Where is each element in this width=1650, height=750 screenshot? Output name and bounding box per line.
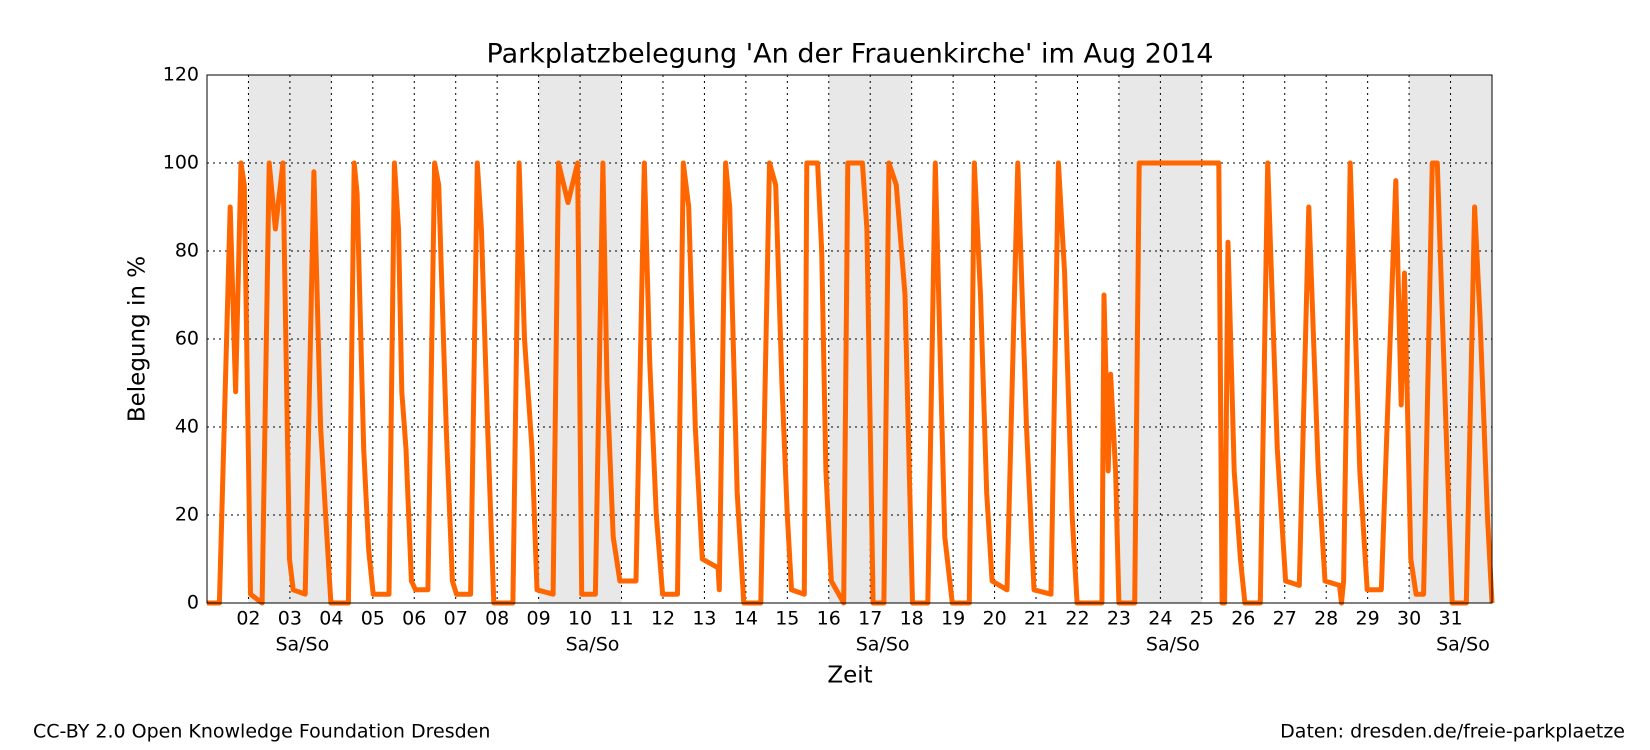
- x-tick-label: 29: [1356, 608, 1380, 630]
- x-tick-label: 13: [692, 608, 716, 630]
- x-tick-label: 24: [1148, 608, 1172, 630]
- weekend-label: Sa/So: [1146, 634, 1200, 656]
- y-tick-label: 80: [175, 240, 199, 262]
- x-tick-label: 08: [485, 608, 509, 630]
- x-tick-label: 19: [941, 608, 965, 630]
- x-tick-label: 04: [319, 608, 343, 630]
- y-tick-label: 0: [187, 592, 199, 614]
- x-tick-label: 16: [817, 608, 841, 630]
- x-tick-label: 31: [1438, 608, 1462, 630]
- x-tick-label: 30: [1397, 608, 1421, 630]
- x-tick-label: 11: [609, 608, 633, 630]
- y-tick-label: 40: [175, 416, 199, 438]
- x-tick-label: 23: [1107, 608, 1131, 630]
- x-tick-label: 20: [982, 608, 1006, 630]
- y-tick-label: 60: [175, 328, 199, 350]
- x-tick-label: 28: [1314, 608, 1338, 630]
- x-tick-label: 21: [1024, 608, 1048, 630]
- x-tick-label: 27: [1273, 608, 1297, 630]
- x-tick-label: 06: [402, 608, 426, 630]
- x-tick-label: 05: [361, 608, 385, 630]
- footer-right: Daten: dresden.de/freie-parkplaetze: [1280, 721, 1625, 743]
- x-tick-label: 22: [1065, 608, 1089, 630]
- x-tick-label: 07: [444, 608, 468, 630]
- x-tick-label: 18: [900, 608, 924, 630]
- x-tick-label: 03: [278, 608, 302, 630]
- weekend-label: Sa/So: [275, 634, 329, 656]
- weekend-label: Sa/So: [1436, 634, 1490, 656]
- data-line: [207, 160, 1495, 606]
- x-tick-label: 26: [1231, 608, 1255, 630]
- weekend-label: Sa/So: [856, 634, 910, 656]
- plot-frame: [206, 74, 1493, 604]
- x-tick-label: 25: [1190, 608, 1214, 630]
- x-tick-label: 10: [568, 608, 592, 630]
- y-axis-label: Belegung in %: [125, 256, 151, 422]
- x-axis-label: Zeit: [827, 663, 872, 689]
- x-tick-label: 14: [734, 608, 758, 630]
- footer-left: CC-BY 2.0 Open Knowledge Foundation Dres…: [33, 721, 490, 743]
- y-tick-label: 120: [163, 64, 199, 86]
- weekend-label: Sa/So: [566, 634, 620, 656]
- x-tick-label: 12: [651, 608, 675, 630]
- chart-title: Parkplatzbelegung 'An der Frauenkirche' …: [487, 39, 1214, 70]
- x-tick-label: 09: [527, 608, 551, 630]
- y-tick-label: 100: [163, 152, 199, 174]
- x-tick-label: 02: [236, 608, 260, 630]
- x-tick-label: 15: [775, 608, 799, 630]
- x-tick-label: 17: [858, 608, 882, 630]
- y-tick-label: 20: [175, 504, 199, 526]
